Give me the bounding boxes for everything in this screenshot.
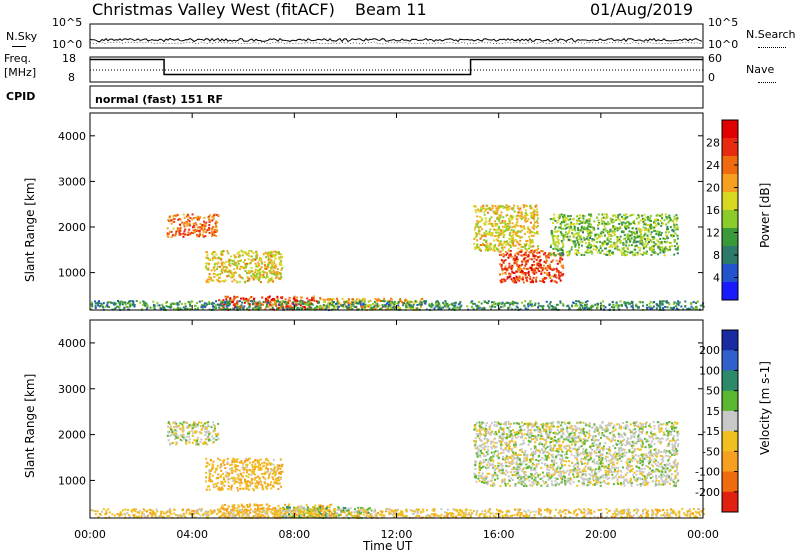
xaxis-label: Time UT bbox=[363, 539, 413, 553]
power-echo-region bbox=[166, 213, 220, 238]
velocity-colorbar-swatch bbox=[722, 471, 738, 493]
velocity-colorbar-swatch bbox=[722, 451, 738, 473]
velocity-ytick-label: 3000 bbox=[58, 383, 86, 396]
nsky-right-tick-bottom: 10^0 bbox=[708, 38, 739, 51]
power-ytick-label: 3000 bbox=[58, 175, 86, 188]
nave-tick-top: 60 bbox=[708, 52, 722, 65]
power-ytick-label: 2000 bbox=[58, 221, 86, 234]
nsearch-trace bbox=[89, 41, 703, 45]
power-ytick-label: 4000 bbox=[58, 130, 86, 143]
nsky-label: N.Sky bbox=[6, 30, 38, 43]
power-ytick-label: 1000 bbox=[58, 267, 86, 280]
freq-trace bbox=[90, 58, 703, 76]
power-colorbar-swatch bbox=[722, 282, 738, 301]
xtick-label: 00:00 bbox=[74, 528, 106, 541]
freq-label-line2: [MHz] bbox=[4, 66, 37, 79]
velocity-colorbar-tick-label: -15 bbox=[702, 425, 720, 438]
power-colorbar-tick-label: 8 bbox=[713, 249, 720, 262]
velocity-echo-region bbox=[205, 457, 284, 492]
velocity-plot-area bbox=[90, 320, 703, 518]
nave-label: Nave bbox=[746, 63, 775, 76]
velocity-colorbar-swatch bbox=[722, 390, 738, 412]
nsky-left-tick-top: 10^5 bbox=[52, 16, 83, 29]
power-echo-region bbox=[549, 213, 680, 257]
power-echo-region bbox=[473, 204, 539, 252]
station-title: Christmas Valley West (fitACF) bbox=[92, 0, 335, 19]
nave-tick-bottom: 0 bbox=[708, 71, 715, 84]
power-colorbar-swatch bbox=[722, 120, 738, 139]
xtick-label: 00:00 bbox=[687, 528, 719, 541]
velocity-colorbar-swatch bbox=[722, 330, 738, 351]
power-colorbar-tick-label: 4 bbox=[713, 272, 720, 285]
power-colorbar-swatch bbox=[722, 210, 738, 229]
nsearch-dotted-key bbox=[758, 47, 786, 48]
power-colorbar-swatch bbox=[722, 192, 738, 211]
velocity-ytick-label: 1000 bbox=[58, 474, 86, 487]
velocity-colorbar-tick-label: -50 bbox=[702, 445, 720, 458]
power-colorbar-swatch bbox=[722, 174, 738, 193]
freq-left-tick-bottom: 8 bbox=[68, 71, 75, 84]
velocity-colorbar-swatch bbox=[722, 410, 738, 432]
freq-label-line1: Freq. bbox=[4, 52, 32, 65]
velocity-colorbar-tick-label: 100 bbox=[699, 364, 720, 377]
power-colorbar-tick-label: 28 bbox=[706, 137, 720, 150]
velocity-colorbar-tick-label: 50 bbox=[706, 385, 720, 398]
power-plot-area bbox=[90, 113, 703, 310]
velocity-echo-region bbox=[166, 421, 220, 446]
xtick-label: 16:00 bbox=[483, 528, 515, 541]
power-colorbar-tick-label: 20 bbox=[706, 182, 720, 195]
velocity-ytick-label: 4000 bbox=[58, 337, 86, 350]
nsky-left-tick-bottom: 10^0 bbox=[52, 38, 83, 51]
power-echo-region bbox=[498, 249, 565, 284]
cpid-label: CPID bbox=[6, 90, 36, 103]
nsky-right-tick-top: 10^5 bbox=[708, 16, 739, 29]
cpid-value: normal (fast) 151 RF bbox=[95, 93, 223, 106]
velocity-colorbar-tick-label: -200 bbox=[695, 486, 720, 499]
nsky-trace bbox=[89, 37, 703, 43]
nsearch-label: N.Search bbox=[746, 28, 796, 41]
power-colorbar-swatch bbox=[722, 246, 738, 265]
xtick-label: 20:00 bbox=[585, 528, 617, 541]
velocity-ytick-label: 2000 bbox=[58, 429, 86, 442]
power-echo-region bbox=[205, 249, 284, 284]
power-colorbar-swatch bbox=[722, 264, 738, 283]
velocity-colorbar-swatch bbox=[722, 491, 738, 513]
power-colorbar-tick-label: 24 bbox=[706, 159, 720, 172]
power-colorbar-tick-label: 12 bbox=[706, 227, 720, 240]
xtick-label: 04:00 bbox=[176, 528, 208, 541]
date-label: 01/Aug/2019 bbox=[590, 0, 694, 19]
freq-left-tick-top: 18 bbox=[62, 52, 76, 65]
power-colorbar-swatch bbox=[722, 138, 738, 157]
power-colorbar-tick-label: 16 bbox=[706, 204, 720, 217]
velocity-colorbar-swatch bbox=[722, 350, 738, 371]
xtick-label: 12:00 bbox=[381, 528, 413, 541]
nave-dotted-key bbox=[758, 82, 776, 83]
velocity-echo-region bbox=[473, 420, 680, 487]
nsky-frame bbox=[89, 23, 704, 49]
power-colorbar-swatch bbox=[722, 228, 738, 247]
velocity-colorbar-frame bbox=[721, 329, 739, 513]
velocity-colorbar-tick-label: 15 bbox=[706, 405, 720, 418]
cpid-frame bbox=[89, 85, 704, 109]
nsky-underline bbox=[12, 46, 26, 47]
xtick-label: 08:00 bbox=[278, 528, 310, 541]
velocity-colorbar-tick-label: 200 bbox=[699, 344, 720, 357]
power-colorbar-swatch bbox=[722, 156, 738, 175]
velocity-colorbar-tick-label: -100 bbox=[695, 466, 720, 479]
beam-label: Beam 11 bbox=[355, 0, 427, 19]
velocity-colorbar-swatch bbox=[722, 431, 738, 452]
velocity-colorbar-swatch bbox=[722, 370, 738, 392]
